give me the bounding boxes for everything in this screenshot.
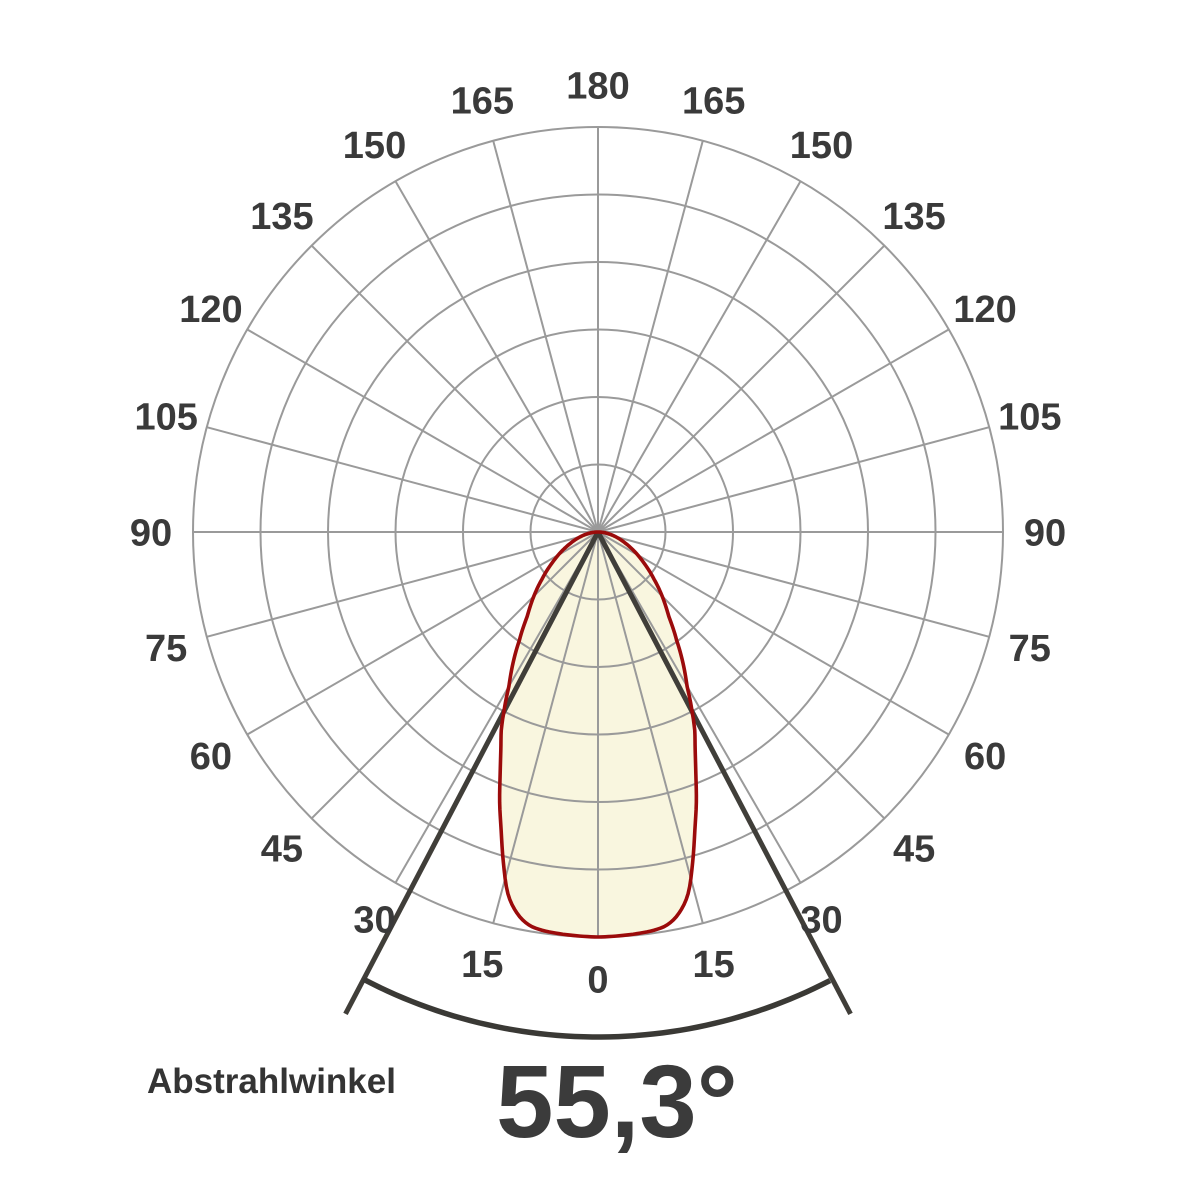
grid-spoke: [597, 426, 990, 533]
grid-spoke: [597, 328, 950, 533]
grid-spoke: [597, 531, 704, 924]
angle-label-135-right: 135: [882, 196, 945, 238]
angle-label-150-left: 150: [343, 125, 406, 167]
grid-spoke: [597, 244, 886, 533]
angle-label-105-left: 105: [134, 397, 197, 439]
beam-line-right: [595, 530, 853, 1016]
beam-line-left: [343, 530, 601, 1016]
angle-label-30-left: 30: [353, 899, 395, 941]
angle-label-15-right: 15: [693, 944, 735, 986]
beam-angle-arc-layer: [362, 976, 832, 1040]
angle-label-45-right: 45: [893, 828, 935, 870]
beam-angle-lines: [343, 530, 853, 1016]
intensity-curve-layer: [497, 530, 699, 939]
grid-spoke: [492, 531, 599, 924]
angle-label-60-right: 60: [964, 736, 1006, 778]
caption-value: 55,3°: [496, 1044, 738, 1159]
grid-spoke: [597, 180, 802, 533]
angle-label-60-left: 60: [190, 736, 232, 778]
grid-spoke: [597, 531, 950, 736]
polar-grid: [192, 126, 1004, 938]
angle-label-30-right: 30: [800, 899, 842, 941]
angle-label-75-right: 75: [1009, 628, 1051, 670]
angle-label-75-left: 75: [145, 628, 187, 670]
grid-spoke: [310, 531, 599, 820]
grid-spoke: [597, 531, 886, 820]
grid-spoke: [206, 531, 599, 638]
angle-label-15-left: 15: [461, 944, 503, 986]
caption-label: Abstrahlwinkel: [147, 1062, 396, 1101]
angle-label-120-left: 120: [179, 289, 242, 331]
grid-spoke: [394, 531, 599, 884]
angle-label-90-left: 90: [130, 512, 172, 554]
angle-labels: 0 15 15 30 30 45 45 60 60 75 75 90 90 105 105 120 120 135…: [130, 65, 1066, 1001]
grid-spoke: [597, 531, 990, 638]
angle-label-150-right: 150: [790, 125, 853, 167]
grid-spoke: [310, 244, 599, 533]
grid-spoke: [597, 140, 704, 533]
angle-label-120-right: 120: [953, 289, 1016, 331]
angle-label-180: 180: [566, 65, 629, 107]
angle-label-45-left: 45: [261, 828, 303, 870]
grid-spoke: [492, 140, 599, 533]
grid-spoke: [206, 426, 599, 533]
angle-label-135-left: 135: [250, 196, 313, 238]
intensity-curve: [497, 530, 699, 939]
angle-label-165-right: 165: [682, 81, 745, 123]
angle-label-0: 0: [587, 959, 608, 1001]
angle-label-105-right: 105: [998, 397, 1061, 439]
grid-spoke: [394, 180, 599, 533]
beam-angle-arc: [362, 976, 832, 1040]
angle-label-165-left: 165: [451, 81, 514, 123]
grid-spoke: [597, 531, 802, 884]
angle-label-90-right: 90: [1024, 512, 1066, 554]
grid-spoke: [246, 531, 599, 736]
grid-spoke: [246, 328, 599, 533]
